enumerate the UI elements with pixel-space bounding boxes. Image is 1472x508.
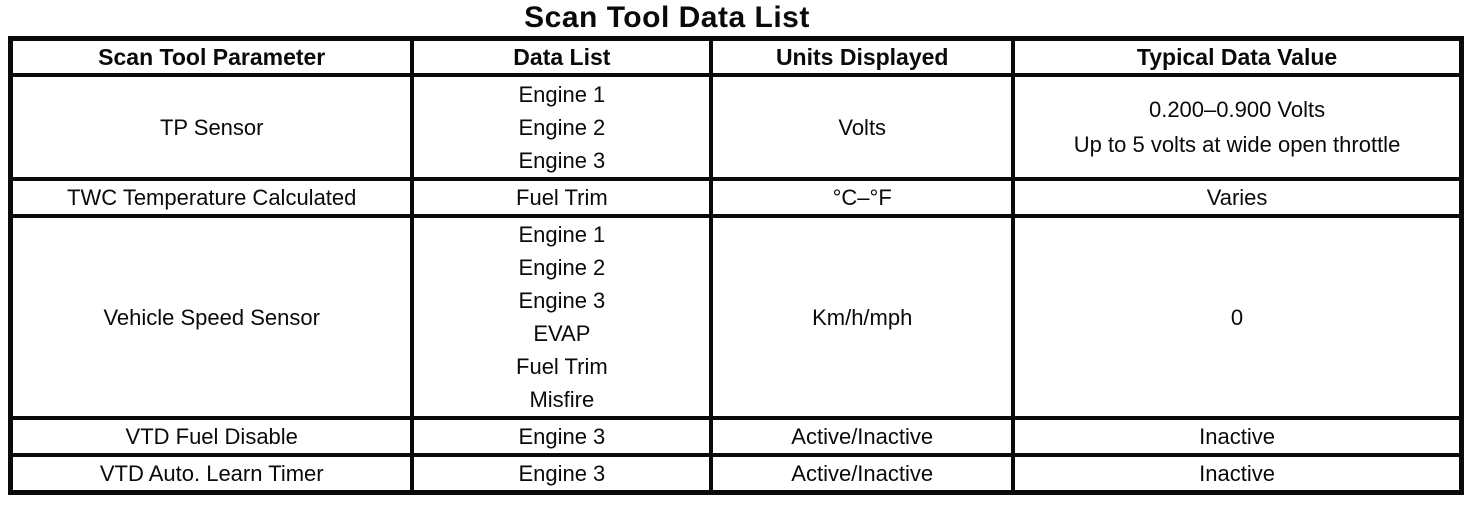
cell-units: °C–°F — [709, 177, 1016, 218]
cell-typical-value: Varies — [1011, 177, 1464, 218]
data-list-line: Engine 1 — [518, 81, 606, 107]
data-list-line: Engine 1 — [518, 222, 606, 247]
table-row: Vehicle Speed Sensor Engine 1 Engine 2 E… — [8, 214, 1464, 420]
data-list-line: EVAP — [533, 321, 591, 346]
cell-parameter: VTD Fuel Disable — [8, 416, 415, 457]
column-header-typical-value: Typical Data Value — [1011, 36, 1464, 77]
cell-parameter: Vehicle Speed Sensor — [8, 214, 415, 420]
data-list-line: Engine 3 — [518, 147, 606, 173]
cell-units: Active/Inactive — [709, 416, 1016, 457]
cell-data-list: Engine 1 Engine 2 Engine 3 EVAP Fuel Tri… — [410, 214, 714, 420]
cell-data-list: Engine 3 — [410, 416, 714, 457]
table-row: VTD Fuel Disable Engine 3 Active/Inactiv… — [8, 416, 1464, 457]
cell-data-list: Engine 3 — [410, 453, 714, 495]
table-row: TP Sensor Engine 1 Engine 2 Engine 3 Vol… — [8, 73, 1464, 181]
cell-typical-value: 0 — [1011, 214, 1464, 420]
scan-tool-data-table: Scan Tool Parameter Data List Units Disp… — [8, 36, 1464, 495]
typical-value-line: 0.200–0.900 Volts — [1148, 97, 1326, 122]
table-header-row: Scan Tool Parameter Data List Units Disp… — [8, 36, 1464, 77]
data-list-line: Misfire — [529, 387, 595, 412]
column-header-parameter: Scan Tool Parameter — [8, 36, 415, 77]
data-list-line: Engine 2 — [518, 114, 606, 140]
page-title: Scan Tool Data List — [524, 1, 810, 34]
cell-typical-value: 0.200–0.900 Volts Up to 5 volts at wide … — [1011, 73, 1464, 181]
cell-units: Km/h/mph — [709, 214, 1016, 420]
cell-data-list: Engine 1 Engine 2 Engine 3 — [410, 73, 714, 181]
cell-parameter: TP Sensor — [8, 73, 415, 181]
data-list-line: Fuel Trim — [516, 354, 608, 379]
column-header-units: Units Displayed — [709, 36, 1016, 77]
cell-typical-value: Inactive — [1011, 453, 1464, 495]
data-list-line: Engine 3 — [518, 288, 606, 313]
typical-value-line: Up to 5 volts at wide open throttle — [1073, 132, 1401, 157]
data-list-line: Engine 2 — [518, 255, 606, 280]
column-header-data-list: Data List — [410, 36, 714, 77]
table-row: VTD Auto. Learn Timer Engine 3 Active/In… — [8, 453, 1464, 495]
cell-units: Volts — [709, 73, 1016, 181]
cell-parameter: VTD Auto. Learn Timer — [8, 453, 415, 495]
cell-units: Active/Inactive — [709, 453, 1016, 495]
table-row: TWC Temperature Calculated Fuel Trim °C–… — [8, 177, 1464, 218]
cell-parameter: TWC Temperature Calculated — [8, 177, 415, 218]
cell-data-list: Fuel Trim — [410, 177, 714, 218]
cell-typical-value: Inactive — [1011, 416, 1464, 457]
